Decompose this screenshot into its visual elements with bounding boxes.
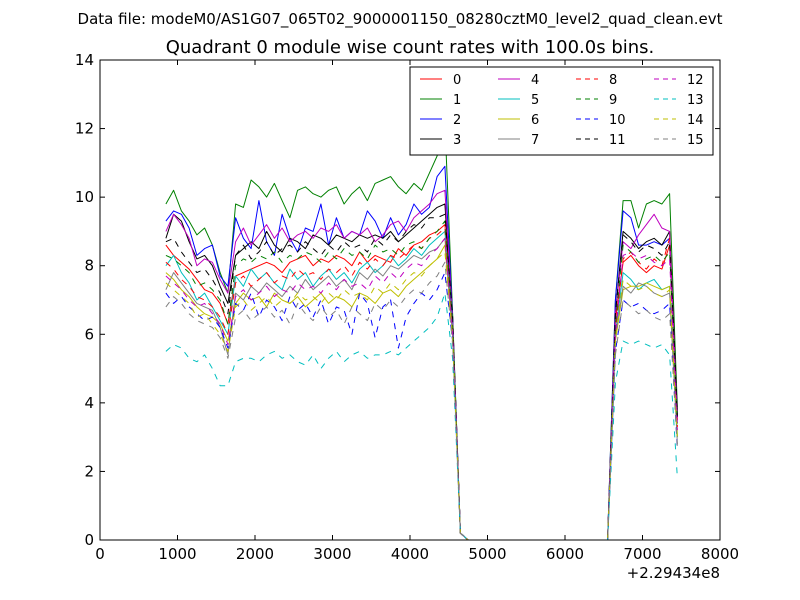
series-line-12: [165, 237, 678, 540]
legend-label: 3: [453, 133, 461, 148]
x-tick-label: 0: [95, 545, 105, 563]
chart-title: Quadrant 0 module wise count rates with …: [166, 37, 655, 58]
series-4: [165, 189, 678, 540]
legend-label: 6: [531, 113, 539, 128]
legend-label: 7: [531, 133, 539, 148]
series-12: [165, 237, 678, 540]
series-13: [165, 292, 678, 540]
series-10: [165, 272, 678, 540]
legend-label: 11: [609, 133, 626, 148]
x-tick-label: 3000: [313, 545, 351, 563]
y-tick-label: 4: [84, 394, 94, 412]
series-line-9: [165, 220, 678, 540]
y-tick-label: 12: [75, 120, 94, 138]
series-1: [165, 121, 678, 540]
y-tick-label: 0: [84, 531, 94, 549]
series-line-11: [165, 213, 678, 540]
legend-label: 4: [531, 73, 539, 88]
legend-label: 2: [453, 113, 461, 128]
series-line-4: [165, 189, 678, 540]
legend-label: 12: [687, 73, 704, 88]
legend-label: 9: [609, 93, 617, 108]
figure-suptitle: Data file: modeM0/AS1G07_065T02_90000011…: [78, 10, 723, 29]
y-tick-label: 14: [75, 51, 94, 69]
legend-label: 0: [453, 73, 461, 88]
x-tick-label: 7000: [623, 545, 661, 563]
x-tick-label: 5000: [468, 545, 506, 563]
legend-label: 10: [609, 113, 626, 128]
y-tick-label: 8: [84, 257, 94, 275]
series-11: [165, 213, 678, 540]
series-8: [165, 227, 678, 540]
series-line-15: [165, 261, 678, 540]
legend-label: 8: [609, 73, 617, 88]
axes-ticks: 0 1000 2000 3000 4000 5000 6000 7000 80000246810…: [75, 51, 739, 563]
series-line-14: [165, 251, 678, 540]
legend-label: 13: [687, 93, 704, 108]
y-tick-label: 6: [84, 325, 94, 343]
series-14: [165, 251, 678, 540]
series-line-3: [165, 203, 678, 540]
x-tick-label: 6000: [546, 545, 584, 563]
legend-label: 14: [687, 113, 704, 128]
series-5: [165, 230, 678, 540]
series-line-1: [165, 121, 678, 540]
series-15: [165, 261, 678, 540]
y-tick-label: 10: [75, 188, 94, 206]
series-line-5: [165, 230, 678, 540]
series-line-13: [165, 292, 678, 540]
series-6: [165, 244, 678, 540]
series-3: [165, 203, 678, 540]
series-2: [165, 165, 678, 540]
series-line-2: [165, 165, 678, 540]
series-line-7: [165, 237, 678, 540]
series-9: [165, 220, 678, 540]
series-line-6: [165, 244, 678, 540]
series-line-8: [165, 227, 678, 540]
legend-label: 5: [531, 93, 539, 108]
legend-label: 1: [453, 93, 461, 108]
x-tick-label: 4000: [391, 545, 429, 563]
x-offset-label: +2.29434e8: [627, 564, 720, 582]
x-tick-label: 1000: [158, 545, 196, 563]
series-7: [165, 237, 678, 540]
y-tick-label: 2: [84, 462, 94, 480]
series-line-10: [165, 272, 678, 540]
x-tick-label: 8000: [701, 545, 739, 563]
x-tick-label: 2000: [236, 545, 274, 563]
legend-box: [409, 66, 714, 156]
series-layer: [165, 121, 678, 540]
legend-label: 15: [687, 133, 704, 148]
